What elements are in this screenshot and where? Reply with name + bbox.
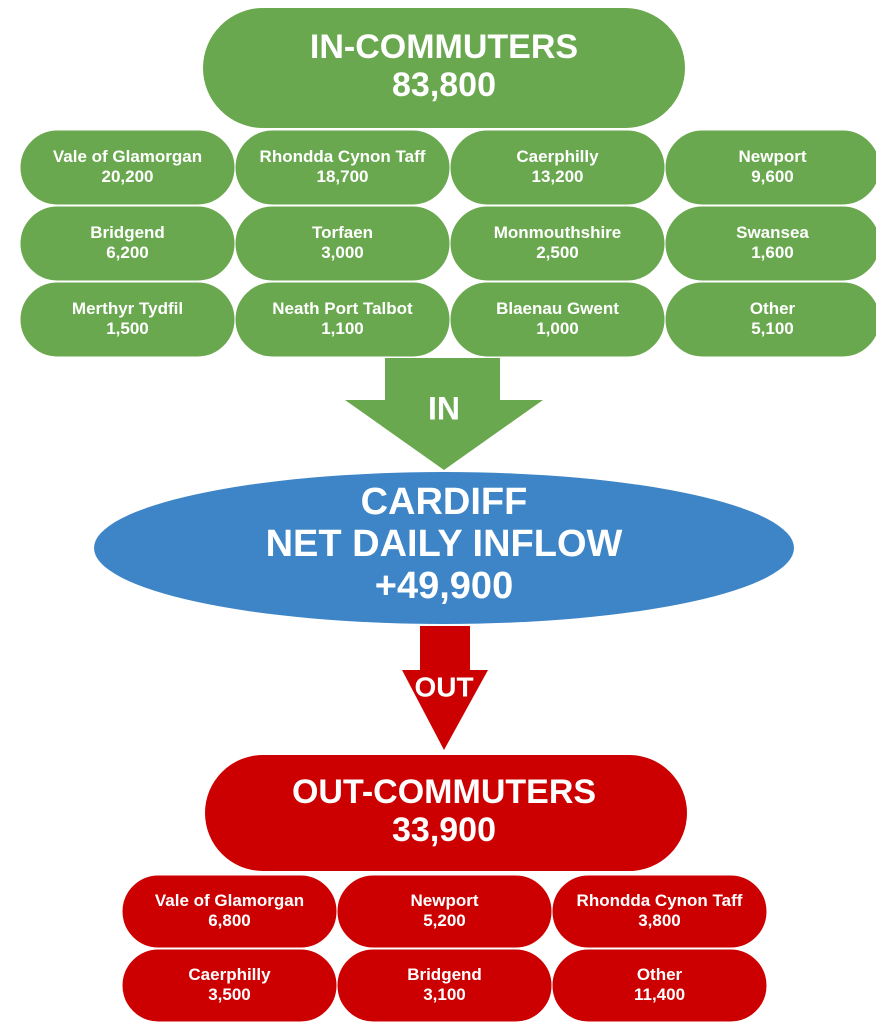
area-name: Bridgend — [407, 965, 482, 984]
in-arrow-label: IN — [428, 390, 460, 426]
area-name: Vale of Glamorgan — [155, 891, 304, 910]
area-value: 3,100 — [423, 985, 466, 1004]
area-name: Neath Port Talbot — [272, 299, 413, 318]
area-pill — [551, 948, 768, 1023]
area-value: 6,200 — [106, 243, 149, 262]
out-arrow — [402, 626, 488, 750]
area-name: Bridgend — [90, 223, 165, 242]
area-name: Monmouthshire — [494, 223, 622, 242]
area-value: 13,200 — [532, 167, 584, 186]
area-value: 18,700 — [317, 167, 369, 186]
area-value: 20,200 — [102, 167, 154, 186]
area-name: Swansea — [736, 223, 809, 242]
area-value: 3,800 — [638, 911, 681, 930]
area-value: 1,500 — [106, 319, 149, 338]
in-commuters-title: IN-COMMUTERS — [310, 28, 578, 66]
area-pill — [551, 874, 768, 949]
cardiff-line: CARDIFF — [361, 481, 528, 523]
out-commuters-title: OUT-COMMUTERS — [292, 773, 596, 811]
area-pill — [664, 281, 876, 358]
area-value: 1,000 — [536, 319, 579, 338]
area-value: 5,100 — [751, 319, 794, 338]
cardiff-ellipse — [94, 472, 794, 624]
area-pill — [664, 205, 876, 282]
area-name: Other — [637, 965, 683, 984]
area-value: 1,100 — [321, 319, 364, 338]
area-pill — [664, 129, 876, 206]
area-value: 3,500 — [208, 985, 251, 1004]
area-value: 11,400 — [634, 985, 685, 1004]
out-arrow-label: OUT — [414, 671, 473, 702]
area-name: Caerphilly — [516, 147, 599, 166]
cardiff-line: NET DAILY INFLOW — [266, 523, 623, 565]
area-value: 2,500 — [536, 243, 579, 262]
in-commuters-pill — [203, 8, 685, 128]
area-name: Newport — [739, 147, 807, 166]
area-name: Torfaen — [312, 223, 373, 242]
cardiff-line: +49,900 — [375, 565, 513, 607]
in-commuters-total: 83,800 — [392, 66, 496, 104]
out-commuters-pill — [205, 755, 687, 871]
area-name: Newport — [411, 891, 479, 910]
in-arrow — [345, 358, 543, 470]
area-name: Blaenau Gwent — [496, 299, 619, 318]
area-value: 3,000 — [321, 243, 364, 262]
area-name: Rhondda Cynon Taff — [577, 891, 743, 910]
area-name: Rhondda Cynon Taff — [260, 147, 426, 166]
area-name: Other — [750, 299, 796, 318]
area-value: 6,800 — [208, 911, 251, 930]
area-name: Caerphilly — [188, 965, 271, 984]
area-value: 9,600 — [751, 167, 794, 186]
area-value: 1,600 — [751, 243, 794, 262]
out-commuters-total: 33,900 — [392, 811, 496, 849]
area-name: Merthyr Tydfil — [72, 299, 183, 318]
area-name: Vale of Glamorgan — [53, 147, 202, 166]
area-value: 5,200 — [423, 911, 466, 930]
